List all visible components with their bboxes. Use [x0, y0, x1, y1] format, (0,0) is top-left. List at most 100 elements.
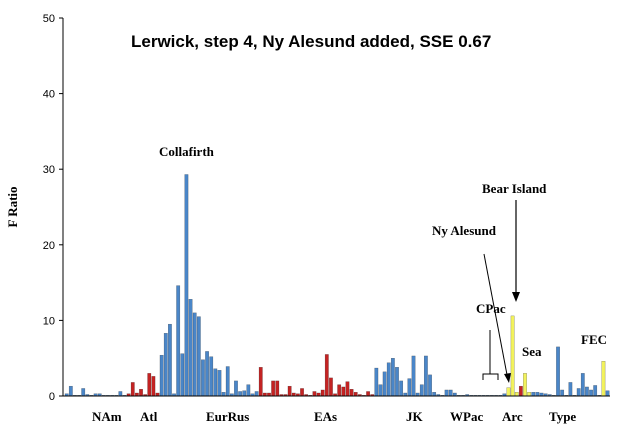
- bar: [159, 354, 164, 397]
- bar: [382, 371, 387, 397]
- group-label-atl: Atl: [140, 409, 158, 424]
- bar: [353, 392, 358, 397]
- group-label-jk: JK: [406, 409, 424, 424]
- group-label-nam: NAm: [92, 409, 122, 424]
- bar: [168, 323, 172, 397]
- chart-title: Lerwick, step 4, Ny Alesund added, SSE 0…: [131, 32, 491, 51]
- bar: [531, 392, 536, 397]
- y-tick-label: 30: [43, 164, 55, 176]
- bar: [601, 361, 606, 397]
- bar: [180, 353, 185, 397]
- bar: [151, 376, 156, 397]
- y-tick-label: 40: [43, 89, 55, 101]
- bar: [374, 367, 379, 397]
- bar: [246, 384, 251, 397]
- group-label-sea: Sea: [522, 344, 542, 359]
- bar: [221, 392, 226, 397]
- bar: [192, 312, 197, 397]
- bar: [390, 358, 395, 397]
- ny-alesund-arrowhead: [504, 373, 511, 383]
- bar: [407, 378, 412, 397]
- group-label-eurrus: EurRus: [206, 409, 249, 424]
- bar: [201, 359, 205, 397]
- bar: [139, 389, 143, 397]
- bar: [419, 384, 424, 397]
- bar: [444, 389, 449, 397]
- bar: [593, 385, 598, 397]
- bar: [556, 346, 560, 397]
- bar: [225, 366, 230, 397]
- bar: [378, 384, 383, 397]
- cpac-bracket: [482, 330, 499, 380]
- bar: [254, 391, 259, 397]
- bar: [366, 391, 370, 397]
- bar: [329, 377, 333, 397]
- annotation-ny-alesund: Ny Alesund: [432, 223, 497, 238]
- bar: [576, 388, 581, 397]
- bar: [411, 355, 416, 397]
- bar: [448, 389, 453, 397]
- group-label-eas: EAs: [314, 409, 337, 424]
- y-tick-label: 0: [49, 391, 55, 403]
- bar: [605, 390, 610, 397]
- bar: [163, 333, 168, 397]
- bar: [523, 373, 527, 397]
- bar: [324, 354, 329, 397]
- bar: [514, 392, 519, 397]
- group-label-fec: FEC: [581, 332, 607, 347]
- bar: [196, 316, 201, 397]
- y-ticks: 0 10 20 30 40 50: [43, 13, 63, 403]
- bar: [560, 389, 565, 397]
- bar: [242, 390, 247, 397]
- bear-island-arrowhead: [512, 292, 520, 302]
- group-label-type: Type: [549, 409, 576, 424]
- bar: [345, 381, 350, 397]
- bar: [349, 389, 354, 397]
- bar: [386, 362, 391, 397]
- bar: [589, 389, 593, 397]
- y-tick-label: 50: [43, 13, 55, 25]
- bar: [130, 382, 135, 397]
- bar: [585, 386, 589, 397]
- bar: [176, 285, 181, 397]
- bar: [258, 367, 263, 397]
- bar: [213, 368, 218, 397]
- bar: [506, 387, 511, 397]
- bar: [424, 355, 428, 397]
- bar: [147, 373, 152, 397]
- bar: [275, 380, 280, 397]
- bar: [271, 380, 276, 397]
- bar: [399, 380, 404, 397]
- bar: [341, 386, 346, 397]
- bar: [320, 389, 325, 397]
- bar: [209, 356, 214, 397]
- bar: [428, 374, 432, 397]
- bar: [432, 392, 437, 397]
- bar: [535, 392, 540, 397]
- annotation-collafirth: Collafirth: [159, 144, 215, 159]
- bar: [205, 351, 209, 397]
- bar: [184, 174, 189, 397]
- bar: [518, 385, 523, 397]
- bar: [68, 385, 73, 397]
- bar: [300, 388, 304, 397]
- bar: [527, 392, 532, 397]
- annotation-bear-island: Bear Island: [482, 181, 547, 196]
- bar: [510, 315, 515, 397]
- bar: [217, 370, 222, 397]
- group-label-arc: Arc: [502, 409, 523, 424]
- y-tick-label: 20: [43, 240, 55, 252]
- bar: [568, 382, 573, 397]
- bar: [580, 373, 585, 397]
- bar: [337, 384, 342, 397]
- ny-alesund-arrow: [483, 253, 509, 381]
- y-tick-label: 10: [43, 315, 55, 327]
- bar: [287, 385, 292, 397]
- bar: [81, 388, 86, 397]
- bar: [188, 299, 193, 397]
- bar: [118, 391, 123, 397]
- y-axis-label: F Ratio: [5, 186, 20, 227]
- bar: [238, 391, 243, 397]
- group-label-wpac: WPac: [450, 409, 483, 424]
- bars-layer: [64, 174, 610, 397]
